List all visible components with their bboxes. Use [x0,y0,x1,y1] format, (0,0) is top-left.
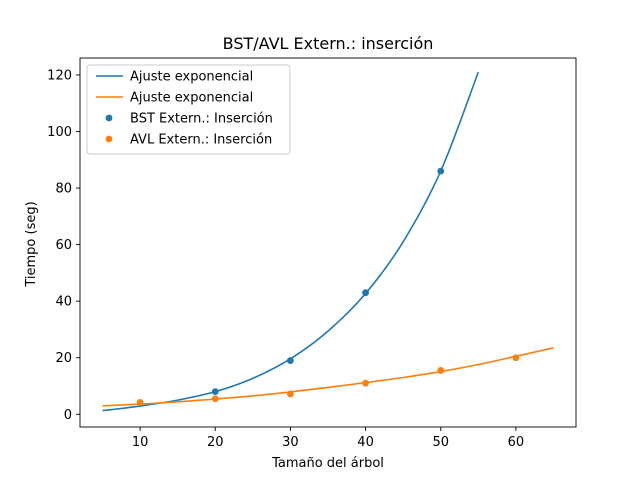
legend-box [86,64,291,155]
x-axis-label: Tamaño del árbol [271,456,384,471]
fit-line-3 [102,347,554,407]
y-axis-label: Tiempo (seg) [24,201,39,287]
data-point-0-3 [437,167,445,175]
y-tick-label: 100 [47,125,72,140]
x-tick-label: 40 [357,435,374,450]
legend-marker-swatch [105,114,113,122]
x-tick-label: 50 [432,435,449,450]
legend-marker-swatch [105,135,113,143]
x-tick-label: 60 [508,435,525,450]
data-point-1-4 [437,367,445,374]
legend-entry-label: AVL Extern.: Inserción [130,133,272,148]
data-point-1-0 [136,399,144,406]
y-tick-label: 60 [55,238,72,253]
plot-area [102,71,554,412]
data-point-1-5 [512,354,520,362]
data-point-1-3 [362,379,369,387]
fit-line-2 [102,71,480,412]
y-tick-label: 40 [55,295,72,310]
data-point-0-0 [211,388,219,396]
data-point-0-1 [287,357,294,364]
chart-title: BST/AVL Extern.: inserción [223,34,434,53]
y-tick-label: 120 [47,68,72,83]
x-tick-label: 20 [207,435,224,450]
legend: Ajuste exponencial Ajuste exponencial BST … [86,64,291,155]
legend-entry-label: Ajuste exponencial [130,91,253,106]
data-point-1-1 [211,395,219,403]
y-tick-label: 0 [64,408,72,423]
axes-frame [79,57,577,428]
y-tick-label: 80 [55,182,72,197]
legend-entry-label: BST Extern.: Inserción [130,112,273,127]
y-tick-label: 20 [55,351,72,366]
legend-entry-label: Ajuste exponencial [130,70,253,85]
x-tick-label: 10 [132,435,149,450]
x-tick-label: 30 [282,435,299,450]
axes: 10 20 30 40 50 60 0 20 40 60 80 100 120 [47,57,577,450]
data-point-1-2 [287,390,294,398]
data-point-0-2 [362,289,369,297]
